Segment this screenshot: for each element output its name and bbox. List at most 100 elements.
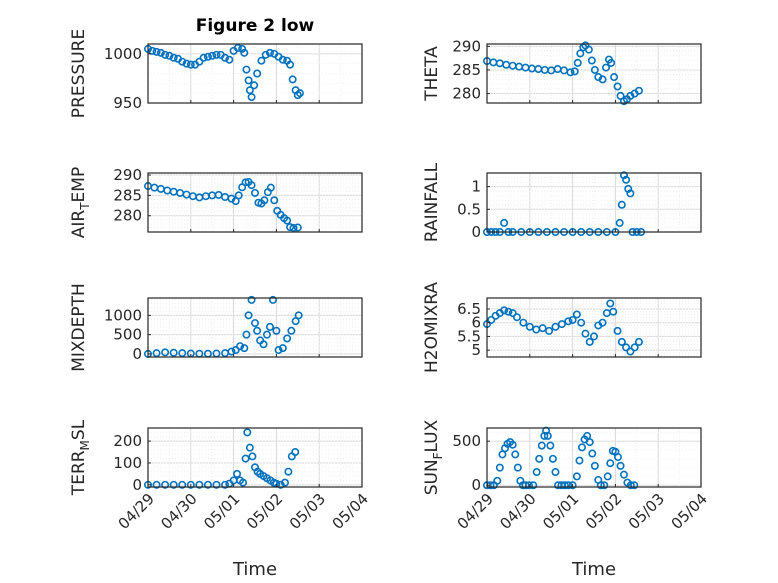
data-point [244,311,253,320]
data-point [500,306,509,315]
y-tick-label: 0 [132,476,142,494]
y-tick-label: 200 [113,432,142,450]
data-point [182,59,191,68]
data-point [278,55,287,64]
x-tick-label: 05/02 [582,490,625,533]
data-point [242,330,251,339]
data-point [548,454,557,463]
data-point [545,326,554,335]
data-point [512,313,521,322]
data-point [270,196,279,205]
data-point [524,481,533,490]
data-point [203,480,212,489]
data-point [566,68,575,77]
data-point [606,299,615,308]
data-point [546,441,555,450]
y-axis-label: THETA [422,46,442,102]
data-point [257,56,266,65]
y-tick-label: 0.5 [457,200,481,218]
data-point [243,428,252,437]
data-point [564,481,573,490]
data-point [278,344,287,353]
data-point [606,459,615,468]
data-point [291,448,300,457]
data-point [568,481,577,490]
data-point [537,441,546,450]
data-point [148,46,157,55]
y-tick-label: 1000 [104,45,142,63]
data-point [610,73,619,82]
y-tick-label: 1000 [104,306,142,324]
data-point [221,53,230,62]
data-point [221,480,230,489]
data-point [630,481,639,490]
data-point [231,346,240,355]
data-point [568,315,577,324]
y-tick-label: 290 [113,166,142,184]
data-point [248,452,257,461]
data-point [587,56,596,65]
data-point [203,52,212,61]
data-point [576,49,585,58]
data-point [521,481,530,490]
data-point [212,480,221,489]
x-tick-label: 05/01 [200,490,243,533]
data-point [585,337,594,346]
data-point [280,478,289,487]
x-tick-label: 05/02 [243,490,286,533]
y-tick-label: 6 [471,314,481,332]
data-point [272,326,281,335]
data-point [288,75,297,84]
data-point [588,449,597,458]
data-point [152,349,161,358]
data-point [169,480,178,489]
y-tick-label: 285 [113,186,142,204]
data-point [240,48,249,57]
axes-box [147,172,363,233]
data-point [161,348,170,357]
subplot-terr-msl: 0 100 200 04/29 04/30 05/01 05/02 05/03 05/04 Tim… [69,419,372,580]
data-point [626,189,635,198]
plot-area [487,173,701,232]
data-point [283,334,292,343]
x-tick-label: 04/29 [115,490,158,533]
plot-area [148,44,362,103]
y-tick-label: 0 [471,476,481,494]
y-axis-label: TERRMSL [69,419,92,496]
x-tick-label: 04/30 [496,490,539,533]
data-point [581,329,590,338]
y-tick-label: 1 [471,178,481,196]
data-point [584,45,593,54]
data-point [165,51,174,60]
data-point [169,348,178,357]
data-point [247,181,256,190]
data-point [613,453,622,462]
data-point [233,43,242,52]
x-tick-label: 05/04 [329,490,372,533]
data-point [250,81,259,90]
data-point [590,461,599,470]
data-point [495,463,504,472]
axes-box [147,427,363,488]
data-point [195,57,204,66]
data-point [156,48,165,57]
data-point [178,349,187,358]
x-tick-label: 05/03 [625,490,668,533]
data-point [178,480,187,489]
data-point [570,67,579,76]
data-point [585,438,594,447]
axes-box [486,297,702,358]
x-axis-label: Time [571,559,616,580]
data-point [616,461,625,470]
data-point [619,470,628,479]
data-point [293,223,302,232]
subplot-pressure: 950 1000 PRESSURE Figure 2 low [69,16,363,118]
data-point [284,467,293,476]
data-point [294,311,303,320]
subplot-rainfall: 0 0.5 1 RAINFALL [422,162,702,242]
data-point [253,326,262,335]
data-point [600,481,609,490]
data-point [578,443,587,452]
data-point [613,82,622,91]
